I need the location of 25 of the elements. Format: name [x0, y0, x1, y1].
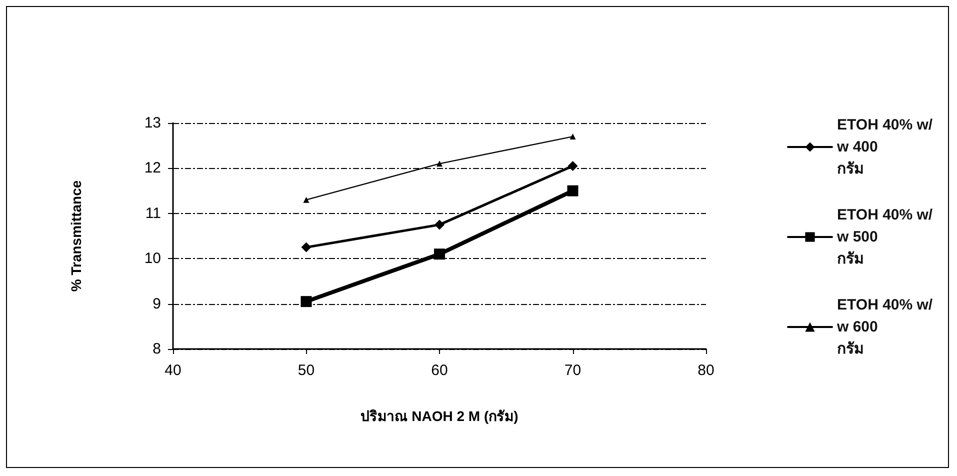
point	[570, 134, 576, 140]
point	[434, 248, 445, 260]
point	[434, 220, 444, 230]
y-tick-label: 13	[144, 114, 161, 132]
point	[300, 296, 312, 308]
y-tick-label: 10	[144, 250, 161, 268]
x-axis-title: ปริมาณ NAOH 2 M (กรัม)	[360, 408, 518, 424]
x-tick-label: 60	[431, 362, 448, 379]
point	[436, 160, 442, 167]
x-tick-label: 80	[698, 362, 714, 379]
point	[303, 196, 310, 203]
legend-label: ETOH 40% w/w 400 กรัม	[836, 116, 934, 178]
x-tick-label: 70	[564, 362, 582, 379]
x-tick-label: 40	[164, 362, 182, 379]
x-tick-label: 50	[298, 362, 315, 379]
legend-label: ETOH 40% w/w 500 กรัม	[836, 206, 934, 268]
y-axis-title: % Transmittance	[68, 180, 84, 292]
y-tick-label: 8	[152, 340, 161, 358]
point	[301, 242, 312, 252]
legend-label: ETOH 40% w/w 600 กรัม	[836, 296, 934, 358]
point	[567, 185, 578, 196]
y-tick-label: 11	[145, 204, 161, 222]
point	[568, 160, 578, 171]
y-tick-label: 12	[144, 160, 161, 177]
y-tick-label: 9	[152, 295, 161, 312]
